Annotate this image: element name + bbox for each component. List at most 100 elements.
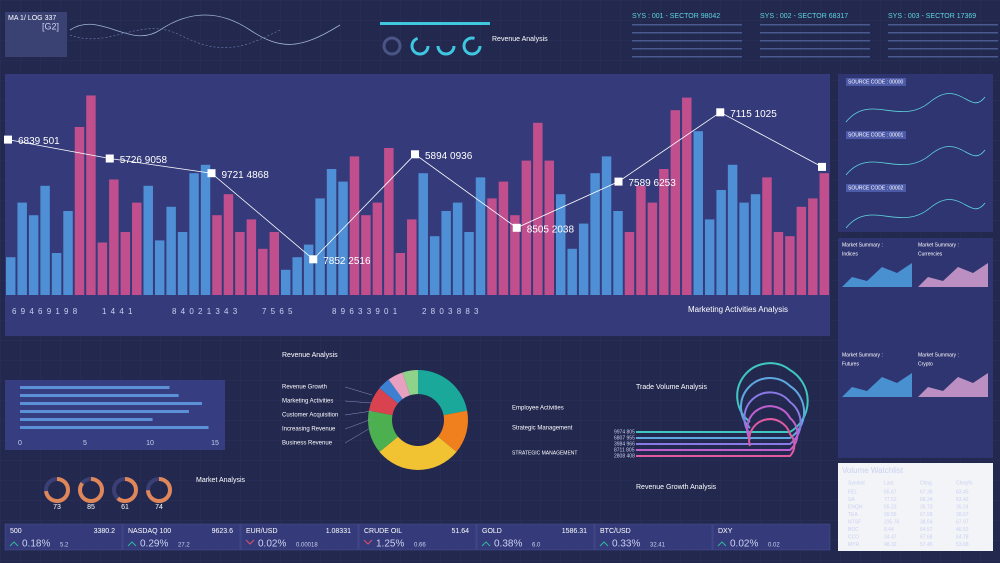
trade-line [636,377,806,439]
digit-row: 6 9 4 6 9 1 9 8 [12,307,78,316]
bar [544,160,554,295]
watch-header: Chng% [956,480,973,486]
sector-line [632,40,742,42]
bar [704,219,715,295]
ticker-cell [358,523,477,551]
bar [120,232,131,295]
watch-cell: BOC [848,527,859,533]
ticker-bar [5,524,830,550]
source-graphic [845,199,986,229]
bar [349,156,360,295]
point-label: 5726 9058 [120,155,168,166]
bar [808,198,818,295]
summary-panel [838,238,993,458]
ticker-cell [240,523,359,551]
bar [590,173,600,295]
bar [384,148,394,295]
point-label: 6839 501 [18,136,60,147]
bar [578,223,589,295]
donut-segment [418,370,468,416]
bar [235,232,245,295]
trade-label: 9974 805 [614,429,635,435]
watch-cell: 99.55 [884,512,897,518]
ticker-arrow [245,539,255,545]
summary-area [918,373,988,397]
logo-panel [5,12,67,57]
watch-header: Symbol [848,480,865,486]
bar [143,185,153,295]
donut-leader [344,426,373,444]
summary-tab: Futures [842,361,859,367]
logo: MA 1/ LOG 337 [8,15,56,22]
bar [441,211,451,295]
watch-cell: 35.73 [920,504,933,510]
digit-row: 8 9 6 3 3 9 0 1 [332,307,398,316]
source-code: SOURCE CODE : 00001 [848,132,904,138]
bar [716,190,726,295]
sector-line [888,48,998,50]
digit-row: 1 4 4 1 [102,307,133,316]
bar [51,253,62,295]
ticker-pct: 0.02% [730,539,758,550]
bar [281,269,291,295]
point-label: 7852 2516 [323,256,371,267]
hbar [20,418,153,421]
bar [109,179,119,295]
bar [269,232,279,295]
bar [6,257,16,295]
trade-label: 2808 408 [614,453,635,459]
gauge-label: 61 [121,504,129,511]
watchlist-panel [838,463,993,551]
bar [556,194,566,295]
ticker-cell [712,523,831,551]
watch-cell: 64.57 [920,527,933,533]
growth-title: Revenue Growth Analysis [636,484,717,491]
bar [40,185,50,295]
watch-cell: TEA [848,512,858,518]
bar [624,232,635,295]
summary-tab: Currencies [918,251,943,257]
summary-tab: Crypto [918,361,933,367]
ticker-name: NASDAQ 100 [128,528,171,535]
donut-leader [344,418,373,430]
bar [223,194,234,295]
sector-title: SYS : 002 - SECTOR 68317 [760,13,848,20]
donut-leader [344,386,373,396]
digit-row: 7 5 6 5 [262,307,293,316]
donut-segment [402,370,418,396]
market-analysis-title: Market Analysis [196,477,246,484]
watch-cell: 68.24 [920,497,933,503]
bar [86,95,96,295]
bar [750,194,761,295]
watchlist-title: Volume Watchlist [842,466,904,475]
watch-cell: MYR [848,542,860,548]
watch-cell: 63.45 [956,489,969,495]
bar [407,219,417,295]
bar [200,164,211,295]
sector-line [760,32,870,34]
bar [303,244,314,295]
donut-segment [379,436,457,470]
ticker-chg: 5.2 [60,543,69,549]
watch-cell: 38.64 [920,519,933,525]
gauge [146,477,172,503]
digit-row: 8 4 0 2 1 3 4 3 [172,307,238,316]
ticker-name: CRUDE OIL [364,528,402,535]
bar [132,202,142,295]
ticker-chg: 27.2 [178,543,190,549]
watch-cell: ENQH [848,504,863,510]
line-point [105,154,114,163]
summary-label: Market Summary : [842,352,883,358]
donut-leader [344,400,373,404]
digit-row: 2 8 0 3 8 8 3 [422,307,479,316]
watch-cell: NTSF [848,519,861,525]
bar [429,236,440,295]
line-point [4,135,12,144]
donut-leader [344,410,373,416]
trade-label: 8711 805 [614,447,635,453]
sector-line [632,32,742,34]
point-label: 9721 4868 [222,170,270,181]
watch-cell: 35.24 [956,504,969,510]
summary-label: Market Summary : [918,242,959,248]
